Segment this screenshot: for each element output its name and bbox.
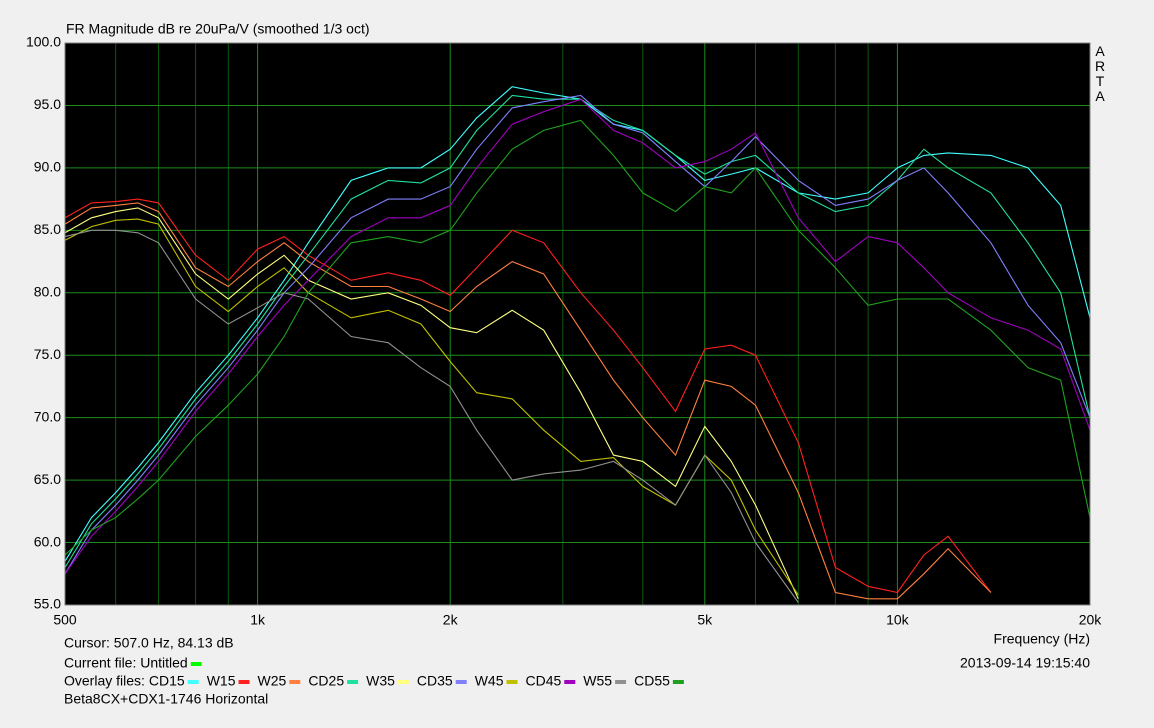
timestamp: 2013-09-14 19:15:40 xyxy=(960,655,1090,671)
legend-label: W55 xyxy=(583,673,612,689)
footer: Beta8CX+CDX1-1746 Horizontal xyxy=(64,691,268,707)
legend-swatch xyxy=(347,680,359,684)
y-tick-label: 85.0 xyxy=(34,221,61,237)
current-file-swatch xyxy=(190,662,202,666)
series-line xyxy=(65,98,1090,575)
legend-swatch xyxy=(564,680,576,684)
legend-label: CD25 xyxy=(308,673,344,689)
x-tick-label: 10k xyxy=(886,612,910,628)
y-tick-label: 70.0 xyxy=(34,408,61,424)
series-line xyxy=(65,207,799,600)
plot-frame xyxy=(64,42,1091,606)
series-line xyxy=(65,229,799,603)
series-line xyxy=(65,94,1090,575)
y-tick-label: 80.0 xyxy=(34,283,61,299)
series-line xyxy=(65,94,1090,568)
legend-swatch xyxy=(238,680,250,684)
overlay-label: Overlay files: xyxy=(64,673,145,689)
y-tick-label: 100.0 xyxy=(26,34,61,50)
legend-swatch xyxy=(506,680,518,684)
series-line xyxy=(65,202,992,600)
x-tick-label: 2k xyxy=(443,612,459,628)
legend-label: W35 xyxy=(366,673,395,689)
legend-swatch xyxy=(672,680,684,684)
legend-swatch xyxy=(187,680,199,684)
y-tick-label: 90.0 xyxy=(34,159,61,175)
plot-area xyxy=(65,43,1090,605)
legend-label: CD15 xyxy=(149,673,185,689)
legend-label: W25 xyxy=(258,673,287,689)
y-tick-label: 65.0 xyxy=(34,471,61,487)
legend-label: W15 xyxy=(207,673,236,689)
chart-title: FR Magnitude dB re 20uPa/V (smoothed 1/3… xyxy=(66,21,370,37)
y-tick-label: 95.0 xyxy=(34,96,61,112)
legend-swatch xyxy=(455,680,467,684)
legend-label: CD35 xyxy=(417,673,453,689)
cursor-readout: Cursor: 507.0 Hz, 84.13 dB xyxy=(64,635,234,651)
legend-swatch xyxy=(397,680,409,684)
series-line xyxy=(65,86,1090,562)
x-tick-label: 20k xyxy=(1079,612,1103,628)
current-file: Current file: Untitled xyxy=(64,655,188,671)
legend-label: W45 xyxy=(475,673,504,689)
legend-label: CD45 xyxy=(526,673,562,689)
y-tick-label: 75.0 xyxy=(34,346,61,362)
plot-lines xyxy=(65,86,1090,603)
series-line xyxy=(65,119,1090,556)
x-axis-label: Frequency (Hz) xyxy=(994,631,1090,647)
x-tick-label: 500 xyxy=(53,612,77,628)
legend-swatch xyxy=(615,680,627,684)
x-tick-label: 5k xyxy=(697,612,713,628)
legend-swatch xyxy=(289,680,301,684)
x-tick-label: 1k xyxy=(250,612,266,628)
y-tick-label: 55.0 xyxy=(34,596,61,612)
y-tick-label: 60.0 xyxy=(34,533,61,549)
legend-label: CD55 xyxy=(634,673,670,689)
series-line xyxy=(65,198,992,594)
